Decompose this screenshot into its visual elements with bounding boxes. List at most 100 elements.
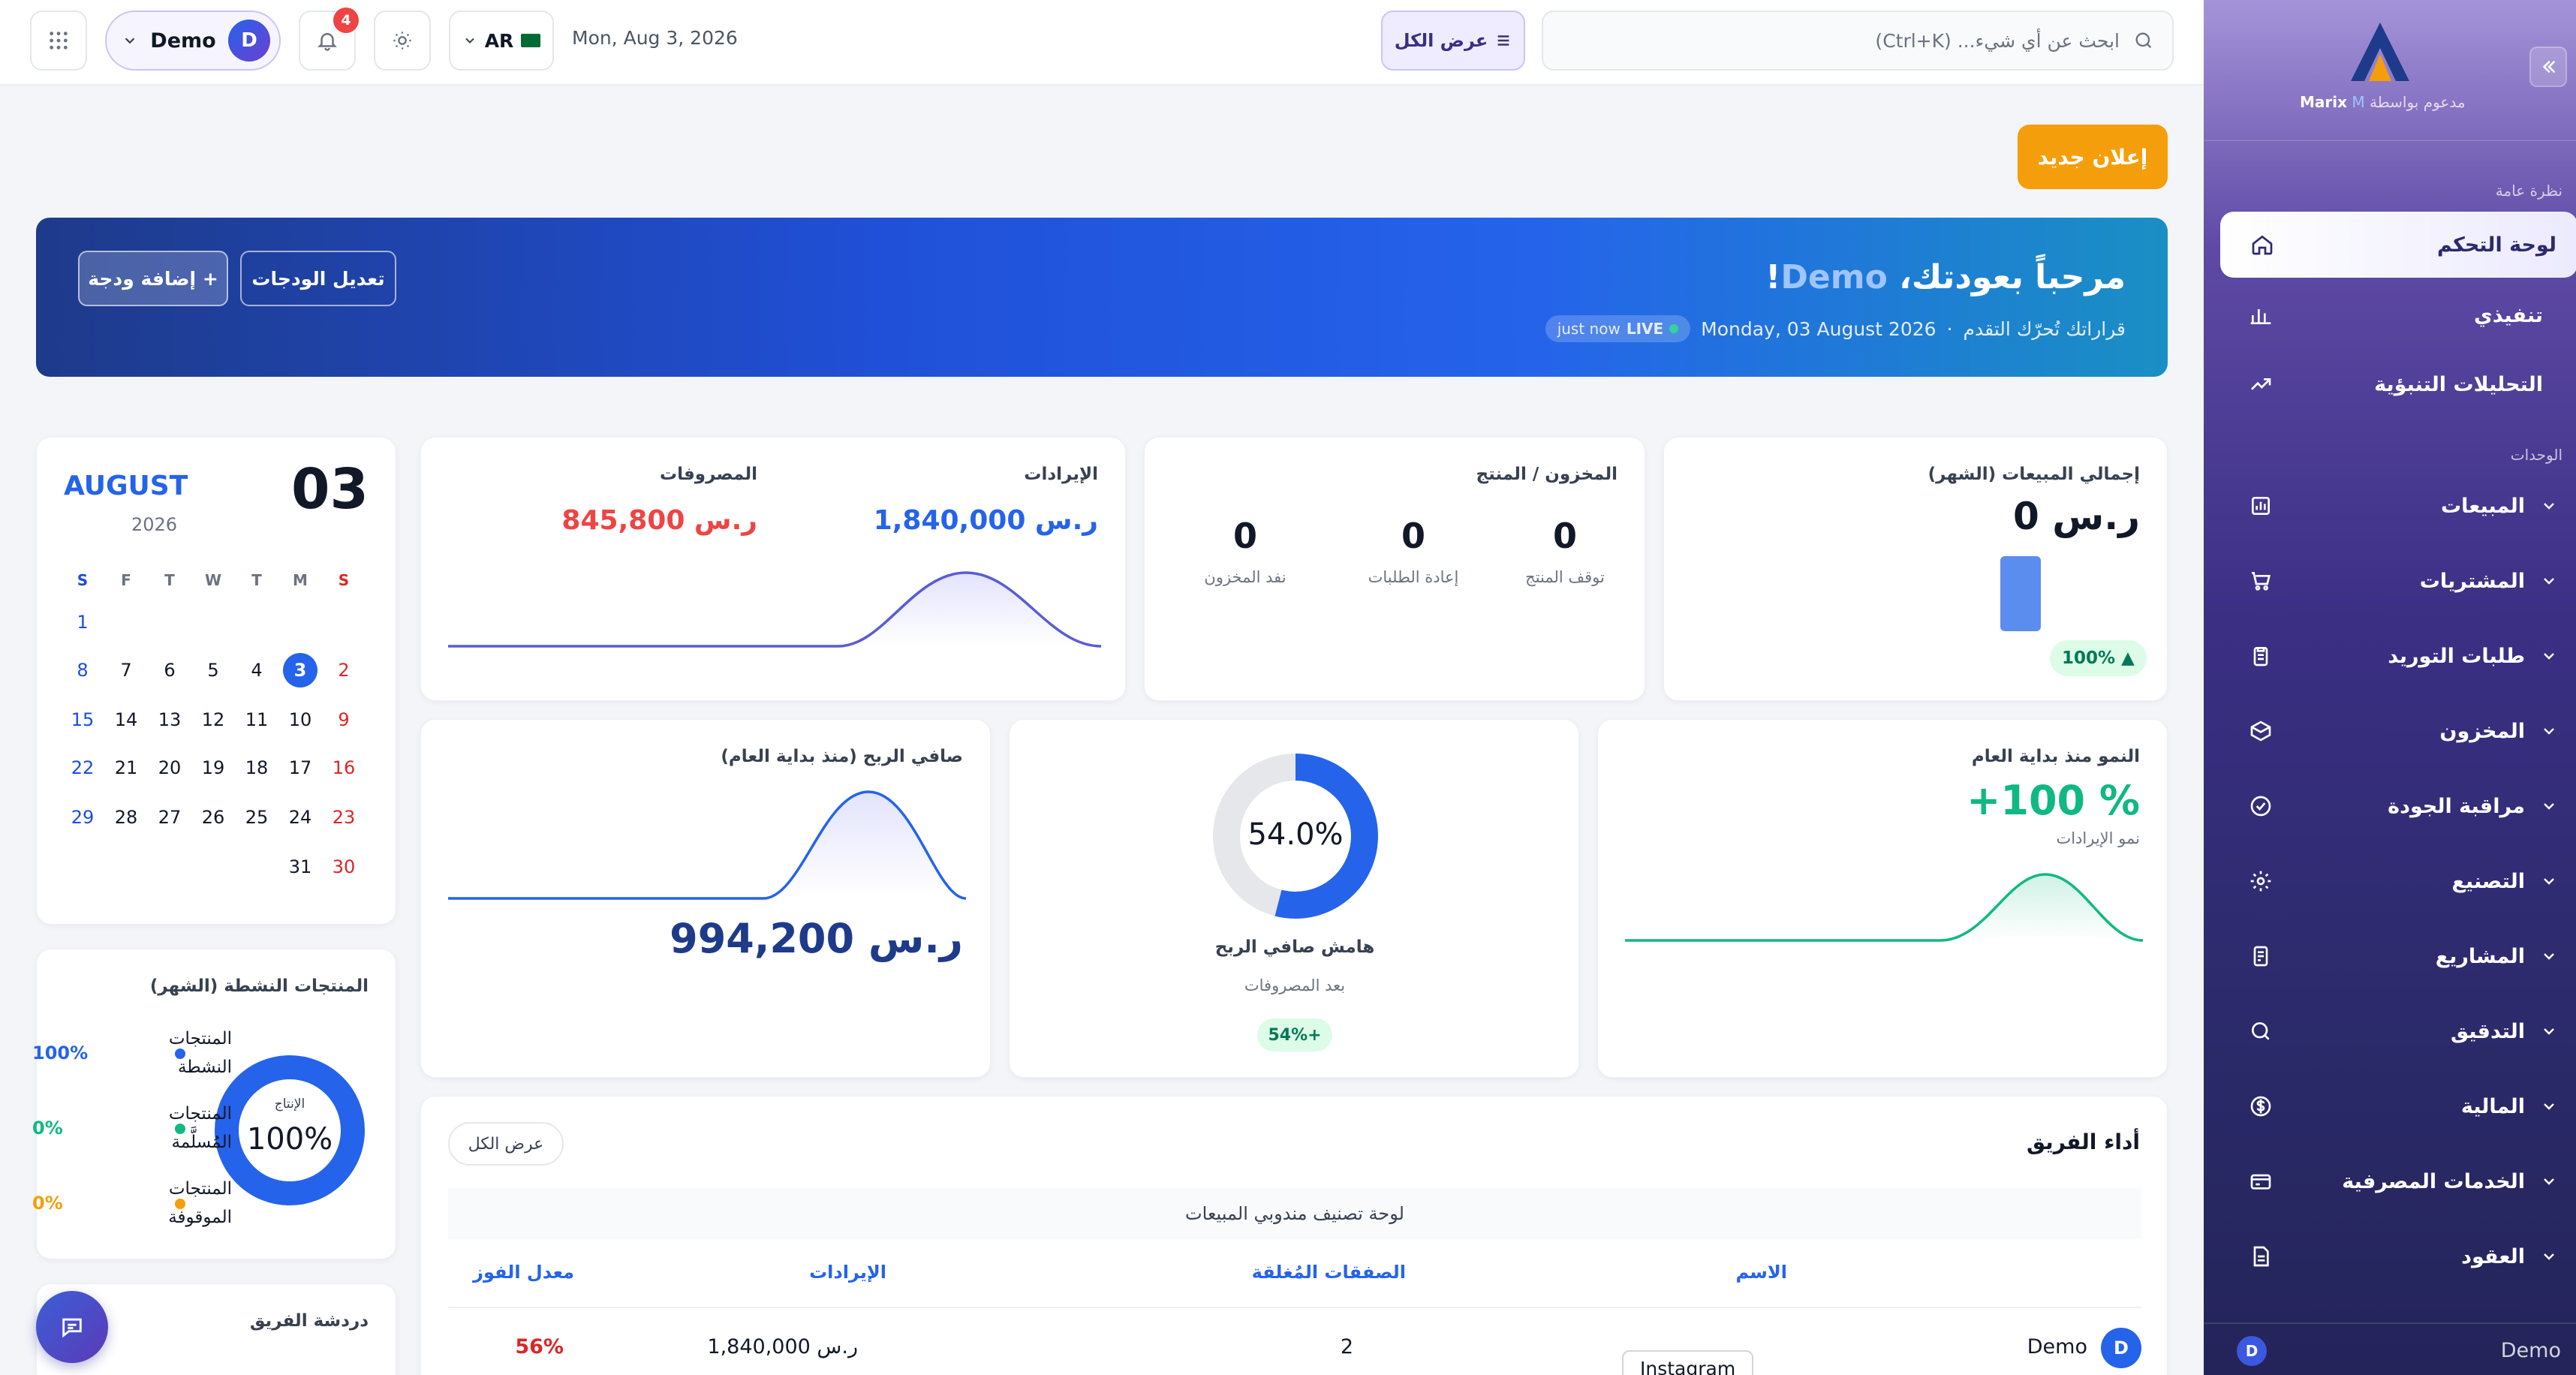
user-menu-button[interactable]: Demo D [105,11,281,71]
calendar-day-cell[interactable]: 19 [201,757,225,778]
home-icon [2252,235,2273,255]
calendar-day-cell[interactable]: 8 [77,660,89,681]
calendar-day-cell[interactable]: 3 [283,653,317,688]
hero-date: Monday, 03 August 2026 [1701,317,1937,340]
profit-margin-card: 54.0% هامش صافي الربح بعد المصروفات +54% [1009,719,1579,1078]
nav-module-10[interactable]: الخدمات المصرفية [2219,1148,2564,1214]
calendar-day-cell[interactable]: 10 [288,709,312,730]
calendar-day-cell[interactable]: 18 [245,757,269,778]
calendar-day-cell[interactable]: 1 [77,612,89,633]
calendar-day-cell[interactable]: 24 [288,807,312,828]
calendar-day-cell[interactable]: 15 [71,709,95,730]
calendar-day-cell[interactable]: 23 [332,807,356,828]
nav-label: مراقبة الجودة [2388,794,2525,818]
active-products-card: المنتجات النشطة (الشهر) الإنتاج 100% 100… [32,949,396,1259]
column-win-rate[interactable]: معدل الفوز [473,1262,574,1283]
nav-module-9[interactable]: المالية [2219,1073,2564,1139]
theme-toggle[interactable] [374,11,431,71]
calendar-day-cell[interactable]: 30 [332,856,356,877]
edit-widgets-button[interactable]: تعديل الودجات [240,251,396,306]
calendar-day-cell[interactable]: 9 [338,709,350,730]
calendar-day-cell[interactable]: 31 [288,856,312,877]
calendar-day-cell[interactable]: 26 [201,807,225,828]
legend-dot [175,1199,185,1209]
add-widget-button[interactable]: + إضافة ودجة [78,251,228,306]
calendar-day-cell[interactable]: 14 [114,709,138,730]
calendar-day-cell[interactable]: 6 [164,660,176,681]
growth-subtitle: نمو الإيرادات [2056,829,2140,847]
chevron-down-icon [2544,728,2554,735]
nav-dashboard[interactable]: لوحة التحكم [2220,212,2576,278]
column-deals[interactable]: الصفقات المُغلقة [1251,1262,1406,1283]
nav-executive[interactable]: تنفيذي [2219,282,2564,348]
legend-label: المنتجات المُسلَّمة [168,1104,232,1152]
calendar-month: AUGUST [64,471,188,501]
welcome-name: Demo [1780,258,1888,296]
saudi-flag-icon [521,34,541,47]
team-performance-title: أداء الفريق [2026,1130,2140,1154]
section-modules-label: الوحدات [2510,446,2562,464]
view-all-button[interactable]: عرض الكل [448,1122,564,1166]
calendar-day-cell[interactable]: 21 [114,757,138,778]
nav-label: التدقيق [2450,1019,2525,1043]
avatar: D [2237,1336,2267,1366]
nav-module-3[interactable]: طلبات التوريد [2219,623,2564,689]
table-row[interactable]: D Demo 2 ر.س 1,840,000 56% Instagram [448,1310,2141,1375]
change-badge: ▲ 100% [2050,640,2147,676]
welcome-subtitle: قراراتك تُحرّك التقدم · Monday, 03 Augus… [1545,315,2126,342]
collapse-sidebar-button[interactable] [2529,47,2567,87]
calendar-day-cell[interactable]: 22 [71,757,95,778]
donut-center-label: الإنتاج [274,1097,305,1112]
weekday-label: M [293,571,308,589]
card-title: المخزون / المنتج [1476,465,1618,484]
calendar-day-cell[interactable]: 2 [338,660,350,681]
new-announcement-button[interactable]: إعلان جديد [2018,125,2168,189]
nav-module-2[interactable]: المشتريات [2219,548,2564,614]
margin-title: هامش صافي الربح [1214,937,1375,957]
language-select[interactable]: AR [449,11,554,71]
apps-button[interactable] [30,11,87,71]
nav-module-6[interactable]: التصنيع [2219,848,2564,914]
chevron-down-icon [2544,503,2554,510]
nav-module-8[interactable]: التدقيق [2219,998,2564,1064]
growth-value: +100 % [1967,777,2140,824]
calendar-day-cell[interactable]: 17 [288,757,312,778]
calendar-day-cell[interactable]: 16 [332,757,356,778]
nav-module-1[interactable]: المبيعات [2219,473,2564,539]
growth-sparkline [1625,873,2143,942]
stat-discontinued: 0 توقف المنتج [1525,516,1605,586]
card-title: إجمالي المبيعات (الشهر) [1927,465,2140,484]
calendar-day-cell[interactable]: 11 [245,709,269,730]
revenue-label: الإيرادات [1024,465,1098,484]
nav-module-11[interactable]: العقود [2219,1223,2564,1289]
table-header: الاسم الصفقات المُغلقة الإيرادات معدل ال… [448,1239,2141,1308]
clipboard-icon [2253,647,2268,666]
calendar-day-cell[interactable]: 25 [245,807,269,828]
nav-module-4[interactable]: المخزون [2219,698,2564,764]
calendar-day-cell[interactable]: 5 [207,660,219,681]
calendar-day-cell[interactable]: 29 [71,807,95,828]
legend-item: 0% المنتجات المُسلَّمة [32,1100,232,1160]
calendar-day-cell[interactable]: 20 [158,757,182,778]
sidebar-user[interactable]: D Demo [2204,1322,2576,1375]
calendar-day-cell[interactable]: 28 [114,807,138,828]
view-all-button[interactable]: عرض الكل [1381,11,1525,71]
nav-predictive[interactable]: التحليلات التنبؤية [2219,351,2564,417]
calendar-day-cell[interactable]: 13 [158,709,182,730]
column-name[interactable]: الاسم [1735,1262,1787,1283]
donut-center-value: 100% [246,1122,333,1157]
row-deals: 2 [1340,1335,1353,1358]
inventory-card: المخزون / المنتج 0 توقف المنتج 0 إعادة ا… [1144,437,1645,701]
search-input[interactable]: ابحث عن أي شيء... (Ctrl+K) [1542,11,2174,71]
chat-fab-button[interactable] [36,1291,108,1363]
calendar-day-cell[interactable]: 12 [201,709,225,730]
expenses-label: المصروفات [659,465,757,484]
column-revenue[interactable]: الإيرادات [809,1262,886,1283]
calendar-day-cell[interactable]: 7 [120,660,132,681]
chat-icon [62,1318,82,1338]
calendar-day-cell[interactable]: 4 [251,660,263,681]
calendar-day-cell[interactable]: 27 [158,807,182,828]
calendar-card: 03 AUGUST 2026 S M T W T F S 1 2 3 4 5 6 7 8 9 10 11 12 13 1… [36,437,396,925]
nav-module-7[interactable]: المشاريع [2219,923,2564,989]
nav-module-5[interactable]: مراقبة الجودة [2219,773,2564,839]
